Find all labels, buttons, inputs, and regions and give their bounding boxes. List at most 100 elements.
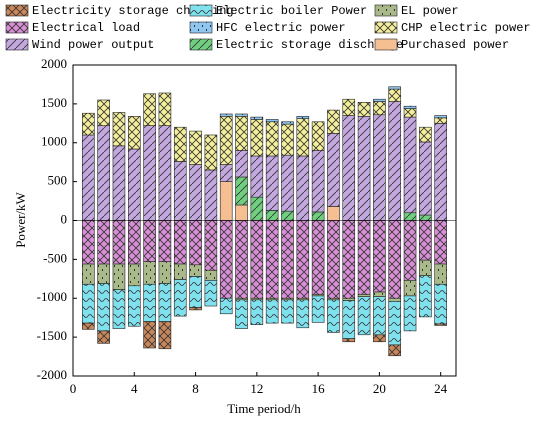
bar-segment [219, 113, 233, 117]
bar-segment [296, 220, 310, 299]
legend-swatch [5, 38, 29, 51]
bar-segment [434, 263, 447, 285]
bar-segment [250, 196, 264, 221]
bar-segment [219, 220, 233, 299]
bar-segment [419, 259, 432, 277]
bar-segment [189, 220, 202, 266]
y-tick-label: -1000 [37, 289, 67, 304]
bar-segment [434, 123, 447, 221]
bar-segment [419, 275, 432, 318]
bar-segment [265, 210, 279, 221]
bar-segment [97, 99, 110, 126]
bar-segment [219, 116, 233, 165]
bar-segment [82, 134, 95, 221]
bar-segment [281, 210, 294, 221]
y-axis-label: Power/kW [13, 191, 28, 247]
bar-segment [281, 121, 294, 125]
bar-segment [97, 283, 110, 332]
y-tick-label: -1500 [37, 328, 67, 343]
bar-segment [97, 263, 110, 284]
bar-segment [373, 291, 386, 297]
legend-label: Electricity storage charging [32, 4, 234, 18]
bar-segment [173, 161, 187, 221]
bar-segment [235, 150, 248, 178]
bar-segment [419, 126, 432, 143]
bar-segment [265, 155, 279, 211]
legend-label: EL power [401, 4, 459, 18]
legend-swatch [374, 4, 398, 17]
bar-segment [204, 220, 218, 271]
bar-segment [265, 121, 279, 157]
bar-segment [204, 280, 218, 307]
bar-segment [235, 116, 248, 151]
bar-segment [219, 181, 233, 221]
bar-segment [388, 220, 402, 299]
bar-segment [342, 98, 356, 116]
bar-segment [250, 220, 264, 299]
bar-segment [419, 214, 432, 221]
bar-segment [388, 297, 402, 302]
bar-segment [296, 116, 310, 119]
bar-segment [250, 299, 264, 325]
bar-segment [143, 261, 156, 285]
bar-segment [373, 220, 386, 293]
bar-segment [158, 261, 172, 284]
bar-segment [327, 206, 340, 221]
bar-segment [143, 125, 156, 221]
bar-segment [434, 115, 447, 119]
bar-segment [173, 126, 187, 162]
bar-segment [281, 123, 294, 156]
bar-segment [296, 155, 310, 221]
x-tick-label: 8 [192, 381, 199, 396]
bar-segment [403, 295, 417, 332]
bar-segment [97, 220, 110, 265]
bar-segment [434, 220, 447, 265]
bar-segment [127, 285, 141, 327]
bar-segment [388, 301, 402, 346]
bar-segment [342, 300, 356, 339]
legend-label: Electric storage discharge [216, 38, 403, 52]
bar-segment [82, 263, 95, 285]
y-tick-label: 1500 [41, 95, 67, 110]
bar-segment [97, 125, 110, 221]
x-tick-label: 24 [434, 381, 448, 396]
bar-segment [235, 113, 248, 117]
bar-segment [112, 289, 126, 329]
x-tick-label: 12 [250, 381, 263, 396]
bar-segment [112, 263, 126, 290]
bar-segment [158, 321, 172, 350]
bar-segment [97, 330, 110, 344]
bar-segment [189, 264, 202, 277]
bar-segment [265, 119, 279, 123]
y-tick-label: 500 [48, 173, 68, 188]
bar-segment [357, 102, 371, 117]
bar-segment [265, 299, 279, 324]
bar-segment [143, 93, 156, 126]
bar-segment [281, 154, 294, 212]
x-tick-label: 0 [70, 381, 77, 396]
bar-segment [373, 296, 386, 336]
bar-segment [82, 322, 95, 330]
x-tick-label: 4 [131, 381, 138, 396]
bar-segment [434, 117, 447, 124]
bar-segment [388, 344, 402, 357]
x-tick-label: 16 [312, 381, 326, 396]
bar-segment [235, 176, 248, 206]
bar-segment [173, 263, 187, 280]
bar-segment [219, 164, 233, 182]
bar-segment [327, 133, 340, 207]
bar-segment [357, 296, 371, 336]
bar-segment [311, 295, 325, 323]
x-axis-label: Time period/h [227, 401, 301, 416]
legend-label: Wind power output [32, 38, 154, 52]
bar-segment [112, 112, 126, 147]
bar-segment [357, 294, 371, 297]
bar-segment [281, 220, 294, 299]
bar-segment [189, 276, 202, 308]
bar-segment [311, 220, 325, 295]
legend-swatch [5, 4, 29, 17]
bar-segment [189, 130, 202, 165]
bar-segment [143, 283, 156, 322]
legend-label: CHP electric power [401, 21, 531, 35]
